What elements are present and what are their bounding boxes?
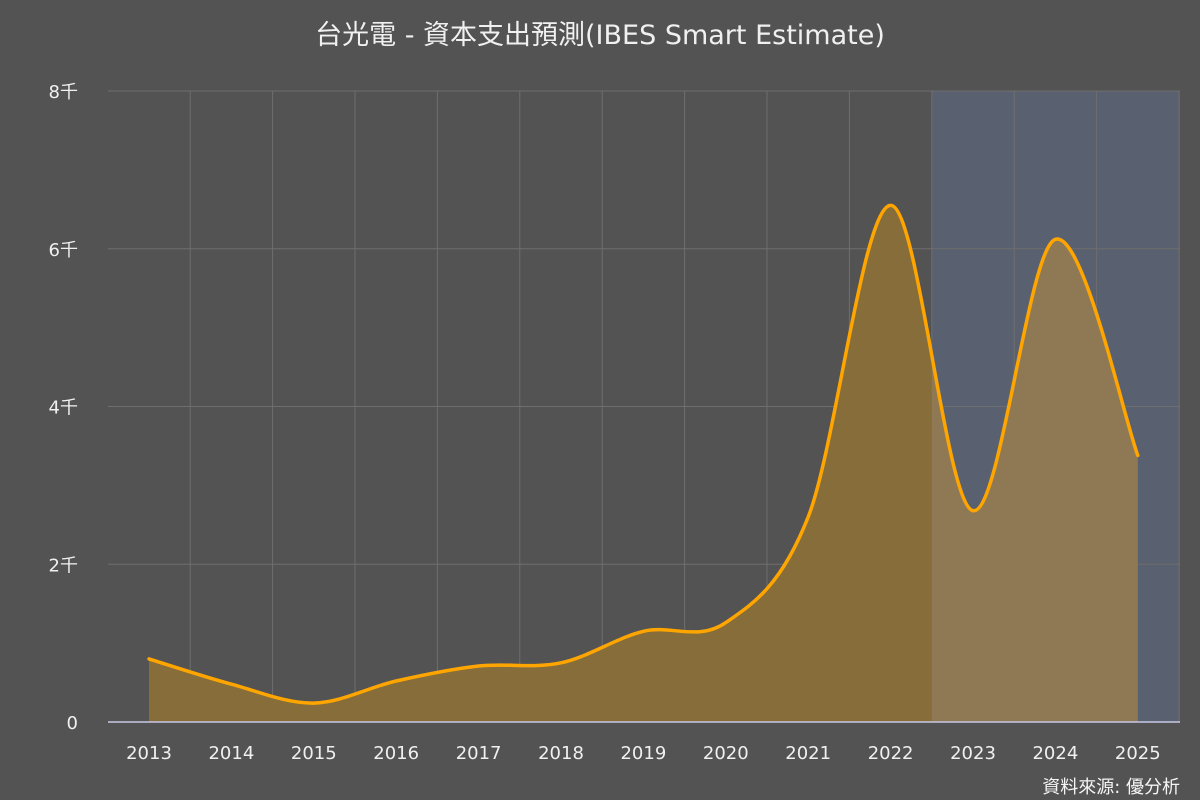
x-tick-label: 2017 (456, 743, 502, 764)
x-tick-label: 2021 (785, 743, 831, 764)
y-tick-label: 2千 (49, 555, 78, 576)
source-note: 資料來源: 優分析 (1042, 777, 1180, 798)
y-tick-label: 8千 (49, 82, 78, 103)
y-tick-label: 0 (67, 713, 78, 734)
series-line (147, 203, 1140, 705)
x-tick-label: 2014 (208, 743, 254, 764)
x-tick-label: 2015 (291, 743, 337, 764)
y-tick-label: 6千 (49, 240, 78, 261)
x-tick-label: 2023 (950, 743, 996, 764)
x-tick-label: 2022 (868, 743, 914, 764)
x-tick-label: 2018 (538, 743, 584, 764)
x-tick-label: 2019 (620, 743, 666, 764)
x-tick-label: 2016 (373, 743, 419, 764)
x-tick-label: 2024 (1032, 743, 1078, 764)
y-tick-label: 4千 (49, 398, 78, 419)
area-fill-actual (149, 205, 932, 722)
area-fill-estimate (931, 239, 1138, 722)
x-tick-label: 2020 (703, 743, 749, 764)
area-layer (149, 205, 1138, 722)
chart-title: 台光電 - 資本支出預測(IBES Smart Estimate) (315, 20, 885, 51)
x-tick-label: 2013 (126, 743, 172, 764)
x-tick-label: 2025 (1115, 743, 1161, 764)
series-line-layer (147, 203, 1140, 705)
axis-layer: 0 2千 4千 6千 8千 2013 2014 2015 2016 2017 2018 2019 202… (49, 82, 1180, 764)
